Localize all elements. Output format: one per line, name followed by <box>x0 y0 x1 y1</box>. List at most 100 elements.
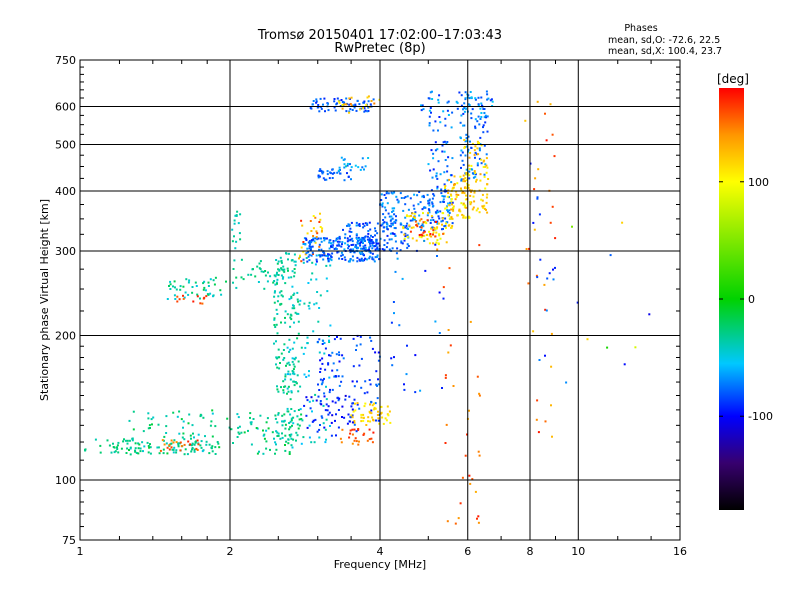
scatter-point <box>551 133 554 136</box>
scatter-point <box>443 183 446 186</box>
scatter-point <box>277 434 280 437</box>
scatter-point <box>486 93 489 96</box>
scatter-point <box>291 370 294 372</box>
scatter-point <box>463 206 466 209</box>
scatter-point <box>319 294 322 297</box>
scatter-point <box>412 226 415 229</box>
scatter-point <box>336 240 339 243</box>
scatter-point <box>382 213 385 216</box>
scatter-point <box>431 216 434 219</box>
scatter-point <box>203 280 206 283</box>
scatter-point <box>354 409 357 412</box>
scatter-point <box>370 100 373 102</box>
scatter-point <box>371 256 374 259</box>
scatter-point <box>527 282 530 285</box>
scatter-point <box>128 419 131 422</box>
scatter-point <box>275 259 278 261</box>
scatter-point <box>344 258 347 261</box>
scatter-point <box>232 442 234 444</box>
scatter-point <box>364 235 367 238</box>
scatter-point <box>434 235 437 238</box>
scatter-point <box>456 182 459 185</box>
scatter-point <box>350 231 353 233</box>
scatter-point <box>490 98 493 101</box>
scatter-point <box>434 120 437 123</box>
scatter-point <box>464 198 467 201</box>
scatter-point <box>117 451 120 454</box>
scatter-point <box>183 296 186 299</box>
scatter-point <box>356 402 359 405</box>
scatter-point <box>364 165 367 168</box>
scatter-point <box>420 218 423 221</box>
scatter-point <box>337 100 340 103</box>
scatter-point <box>441 150 444 153</box>
scatter-point <box>283 343 286 346</box>
scatter-point <box>549 221 552 224</box>
scatter-point <box>474 98 477 101</box>
scatter-point <box>361 157 364 160</box>
scatter-point <box>393 213 396 216</box>
scatter-point <box>351 237 354 240</box>
scatter-point <box>344 242 347 245</box>
scatter-point <box>483 175 486 178</box>
scatter-point <box>469 194 472 197</box>
scatter-point <box>459 136 462 139</box>
scatter-point <box>328 391 331 394</box>
scatter-point <box>387 192 390 195</box>
scatter-point <box>429 91 432 94</box>
scatter-point <box>435 241 438 244</box>
scatter-point <box>461 159 464 162</box>
scatter-point <box>312 237 315 240</box>
scatter-point <box>458 91 461 94</box>
scatter-point <box>290 276 293 279</box>
colorbar-label: [deg] <box>717 72 749 86</box>
scatter-point <box>425 234 428 236</box>
scatter-point <box>406 344 408 347</box>
scatter-point <box>172 411 175 414</box>
scatter-point <box>466 198 469 201</box>
scatter-point <box>290 444 293 447</box>
scatter-point <box>474 151 477 154</box>
scatter-point <box>297 320 300 323</box>
scatter-point <box>356 237 358 240</box>
scatter-point <box>403 237 406 240</box>
scatter-point <box>436 248 439 251</box>
scatter-point <box>294 264 297 267</box>
scatter-point <box>374 230 377 232</box>
scatter-point <box>182 294 184 297</box>
scatter-point <box>462 191 464 194</box>
scatter-point <box>308 247 311 250</box>
scatter-point <box>553 155 556 158</box>
scatter-point <box>544 308 547 311</box>
scatter-point <box>293 384 296 387</box>
scatter-point <box>368 257 371 260</box>
scatter-point <box>552 278 555 281</box>
scatter-point <box>359 335 362 338</box>
scatter-point <box>440 188 443 191</box>
scatter-point <box>258 450 260 453</box>
scatter-point <box>302 261 305 264</box>
scatter-point <box>321 381 324 384</box>
scatter-point <box>314 241 317 244</box>
scatter-point <box>337 237 339 240</box>
scatter-point <box>317 320 320 323</box>
scatter-point <box>149 427 151 429</box>
scatter-point <box>480 162 483 165</box>
scatter-point <box>296 434 299 437</box>
scatter-point <box>313 441 316 444</box>
scatter-point <box>477 104 480 107</box>
scatter-point <box>284 375 287 378</box>
scatter-point <box>137 442 140 445</box>
scatter-point <box>195 285 198 287</box>
scatter-point <box>332 241 335 244</box>
scatter-point <box>480 102 483 105</box>
scatter-point <box>373 102 376 105</box>
scatter-point <box>291 347 294 350</box>
scatter-point <box>197 433 200 436</box>
scatter-point <box>432 231 435 234</box>
scatter-point <box>182 426 184 429</box>
scatter-point <box>308 370 310 373</box>
scatter-point <box>459 502 462 505</box>
scatter-point <box>479 173 482 176</box>
scatter-point <box>360 247 362 250</box>
